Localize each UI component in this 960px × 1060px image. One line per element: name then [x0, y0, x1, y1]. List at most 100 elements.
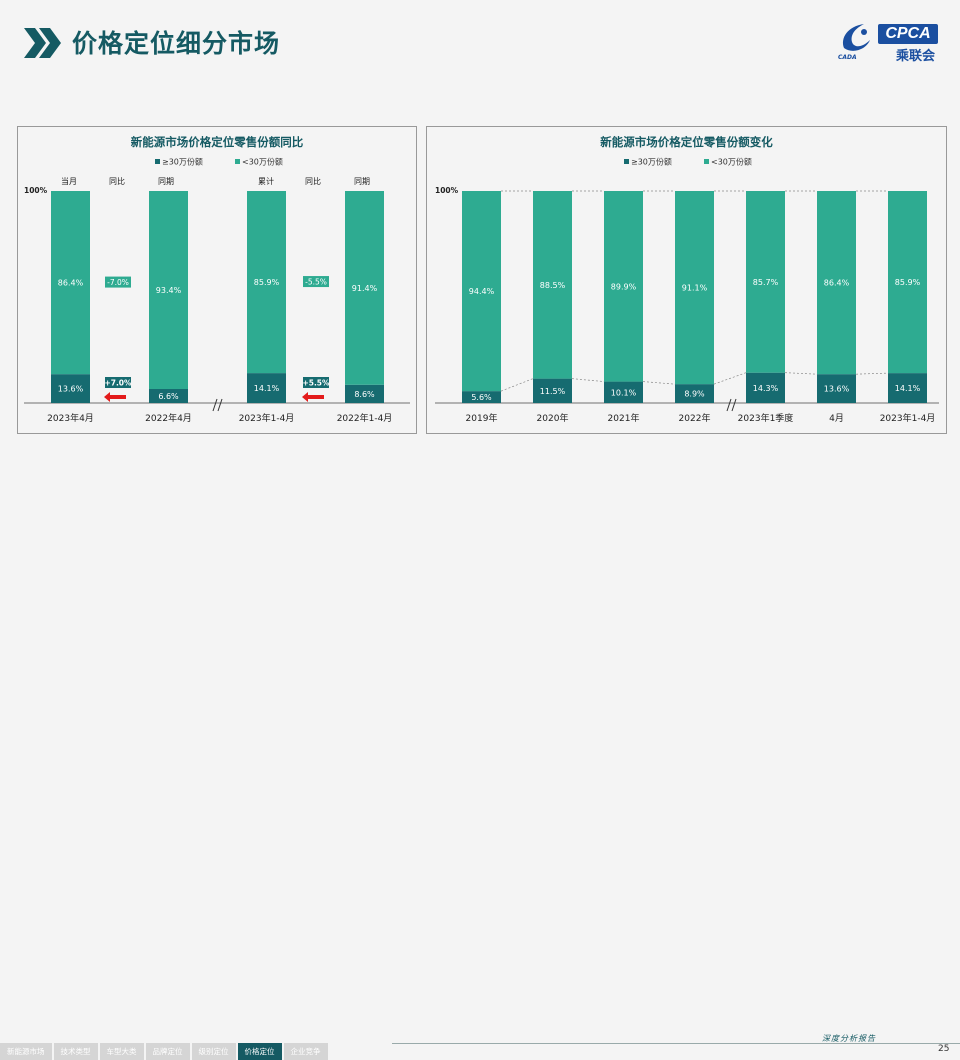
yoy-badge-low: [105, 276, 131, 288]
data-label-high: 13.6%: [824, 385, 850, 394]
footer: 新能源市场 技术类型 车型大类 品牌定位 级别定位 价格定位 企业竞争 深度分析报告 25: [0, 520, 960, 1060]
data-label-high: 10.1%: [611, 388, 637, 397]
red-arrow-icon: [302, 392, 324, 402]
legend-swatch: [235, 159, 240, 164]
x-tick-label: 2022年1-4月: [337, 412, 393, 424]
column-header: 同期: [354, 177, 370, 186]
x-tick-label: 2019年: [466, 412, 498, 424]
x-tick-label: 4月: [829, 413, 844, 424]
yoy-label-high: +5.5%: [302, 379, 330, 388]
data-label-low: 85.9%: [254, 278, 280, 287]
data-label-high: 8.9%: [684, 390, 705, 399]
bar-high-share: [888, 373, 927, 403]
data-label-low: 93.4%: [156, 286, 182, 295]
legend-label: <30万份额: [711, 157, 752, 167]
footer-tab[interactable]: 价格定位: [237, 1043, 282, 1060]
data-label-high: 8.6%: [354, 390, 375, 399]
data-label-low: 94.4%: [469, 287, 495, 296]
bar-low-share: [462, 191, 501, 392]
legend-label: ≥30万份额: [631, 157, 672, 167]
footer-tab[interactable]: 车型大类: [99, 1043, 144, 1060]
report-label: 深度分析报告: [822, 1034, 876, 1043]
chart-panel-trend: 新能源市场价格定位零售份额变化 ≥30万份额 <30万份额 100% 5.6% 94.4…: [426, 126, 947, 434]
legend-label: <30万份额: [242, 157, 283, 167]
page-title: 价格定位细分市场: [72, 29, 281, 58]
logo-swirl-icon: [842, 24, 870, 51]
data-label-low: 91.4%: [352, 284, 378, 293]
yoy-badge-high: [105, 377, 131, 388]
yoy-label-high: +7.0%: [104, 379, 132, 388]
data-label-high: 6.6%: [158, 392, 179, 401]
legend-swatch: [624, 159, 629, 164]
bar-high-share: [345, 384, 384, 403]
x-tick-label: 2023年1-4月: [880, 412, 936, 424]
logo-small: CADA: [838, 54, 857, 61]
data-label-high: 14.1%: [254, 384, 280, 393]
data-label-low: 86.4%: [58, 279, 84, 288]
connector-line: [784, 372, 818, 375]
footer-tab[interactable]: 级别定位: [191, 1043, 236, 1060]
column-header: 同期: [158, 177, 174, 186]
chevron-right-icon: [24, 28, 61, 58]
bar-high-share: [149, 389, 188, 403]
cpca-logo: CPCA 乘联会 CADA: [836, 18, 946, 64]
chart-title: 新能源市场价格定位零售份额同比: [130, 135, 304, 149]
x-tick-label: 2022年: [679, 412, 711, 424]
connector-line: [713, 372, 747, 385]
x-tick-label: 2023年1-4月: [239, 412, 295, 424]
bar-low-share: [817, 191, 856, 375]
section-tabs: 新能源市场 技术类型 车型大类 品牌定位 级别定位 价格定位 企业竞争: [0, 1043, 330, 1060]
bar-high-share: [604, 381, 643, 403]
data-label-high: 13.6%: [58, 385, 84, 394]
x-tick-label: 2021年: [608, 412, 640, 424]
yoy-label-low: -7.0%: [107, 278, 129, 287]
page-number: 25: [938, 1044, 950, 1054]
bar-high-share: [817, 374, 856, 403]
data-label-low: 85.7%: [753, 278, 779, 287]
data-label-high: 5.6%: [471, 393, 492, 402]
yoy-badge-low: [303, 276, 329, 288]
column-header: 同比: [305, 176, 321, 186]
data-label-low: 91.1%: [682, 284, 708, 293]
connector-line: [855, 372, 889, 375]
axis-break-mark: [212, 398, 218, 412]
footer-tab[interactable]: 企业竞争: [283, 1043, 328, 1060]
connector-line: [571, 378, 605, 382]
bar-high-share: [462, 391, 501, 403]
bar-high-share: [746, 372, 785, 403]
bar-low-share: [149, 191, 188, 390]
data-label-low: 86.4%: [824, 279, 850, 288]
yoy-label-low: -5.5%: [305, 278, 327, 287]
legend-swatch: [155, 159, 160, 164]
legend-swatch: [704, 159, 709, 164]
footer-tab[interactable]: 品牌定位: [145, 1043, 190, 1060]
bar-low-share: [675, 191, 714, 385]
footer-tab[interactable]: 技术类型: [53, 1043, 98, 1060]
footer-tab[interactable]: 新能源市场: [0, 1043, 52, 1060]
bar-low-share: [746, 191, 785, 373]
bar-high-share: [51, 374, 90, 403]
chart-panel-yoy: 新能源市场价格定位零售份额同比 ≥30万份额 <30万份额 当月 同比 同期 累计 同比 同期…: [17, 126, 417, 434]
header: 价格定位细分市场 CPCA 乘联会 CADA: [0, 0, 960, 80]
bar-high-share: [675, 384, 714, 403]
column-header: 当月: [61, 176, 77, 186]
chart-title: 新能源市场价格定位零售份额变化: [600, 135, 773, 149]
chart-svg-trend: ≥30万份额 <30万份额 100% 5.6% 94.4% 2019年 11.5% 88.5%…: [435, 157, 939, 424]
bar-high-share: [247, 373, 286, 403]
bar-low-share: [247, 191, 286, 374]
x-tick-label: 2022年4月: [145, 412, 192, 424]
logo-brand: CPCA: [878, 24, 938, 44]
yoy-badge-high: [303, 377, 329, 388]
x-tick-label: 2023年4月: [47, 412, 94, 424]
y-axis-top-label: 100%: [24, 186, 48, 195]
data-label-high: 14.1%: [895, 384, 921, 393]
x-tick-label: 2020年: [537, 412, 569, 424]
logo-cn: 乘联会: [896, 49, 936, 64]
bar-low-share: [533, 191, 572, 379]
data-label-low: 88.5%: [540, 281, 566, 290]
red-arrow-icon: [104, 392, 126, 402]
bar-low-share: [888, 191, 927, 374]
bar-low-share: [345, 191, 384, 385]
bar-low-share: [51, 191, 90, 375]
